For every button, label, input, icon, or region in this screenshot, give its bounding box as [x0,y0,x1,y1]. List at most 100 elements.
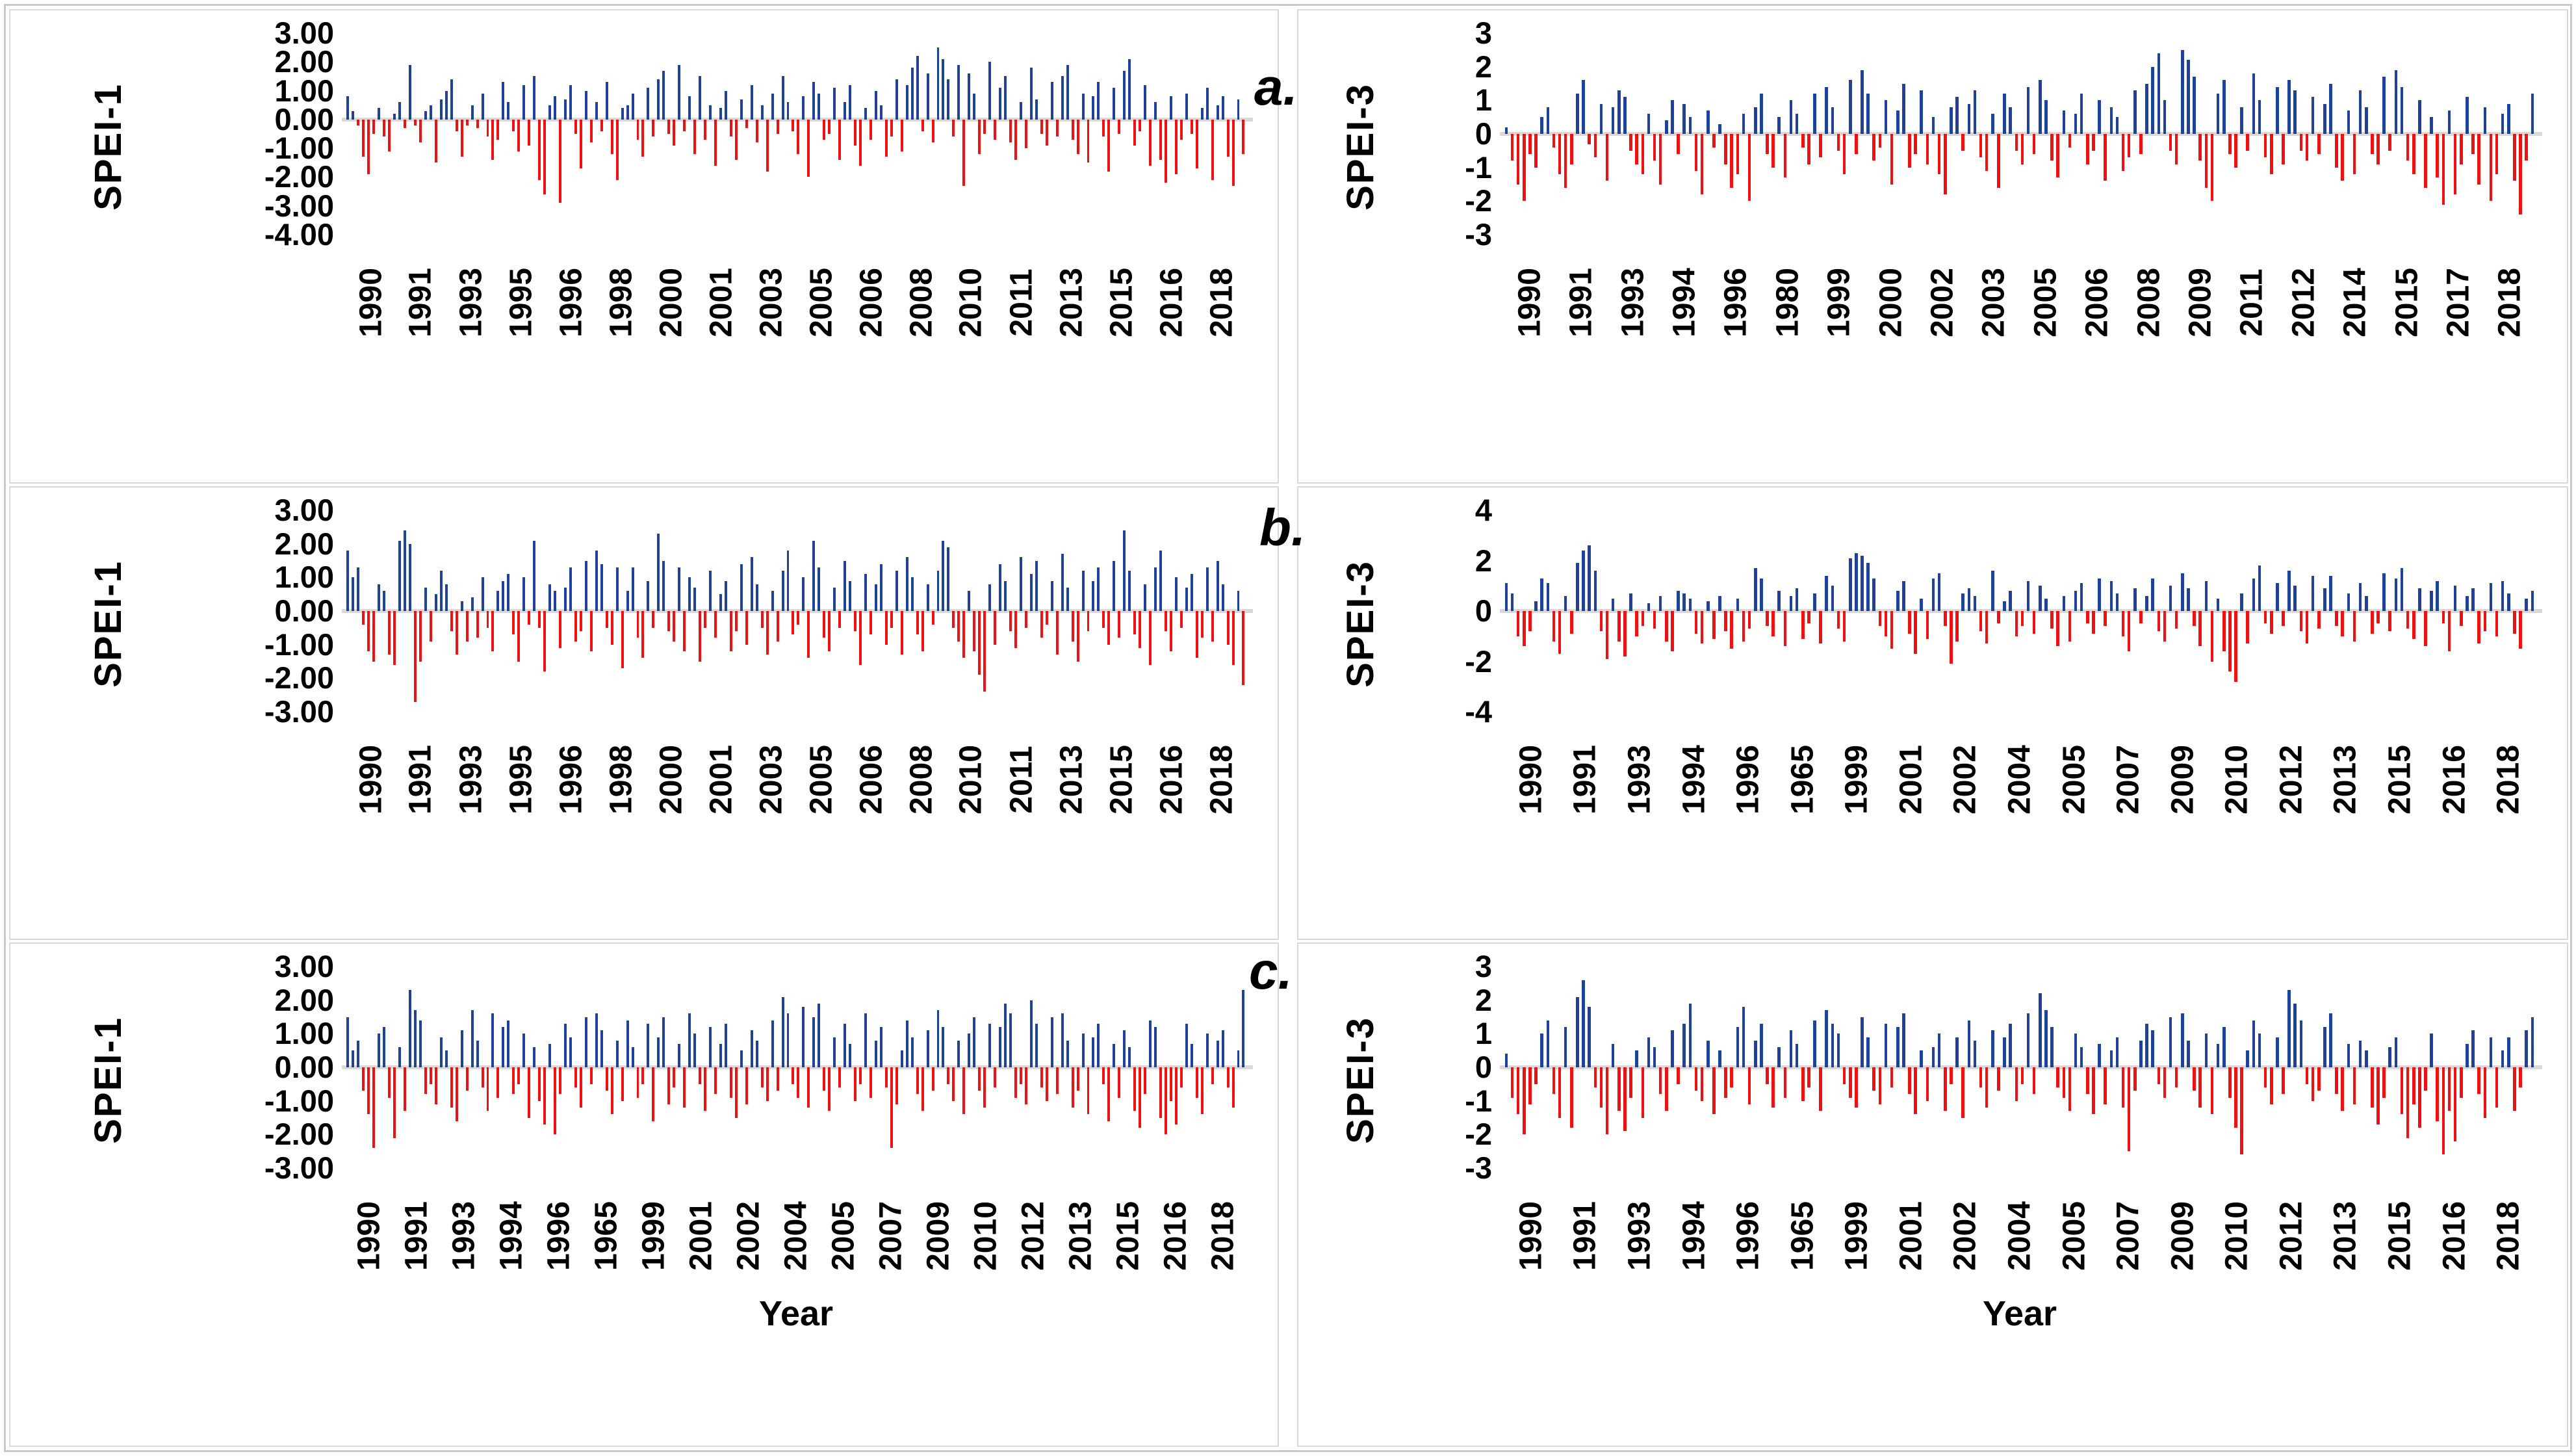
bar-negative [797,611,800,625]
x-tick-label: 2004 [779,1201,814,1271]
bar-negative [1665,611,1668,642]
bar-negative [2341,134,2345,181]
bar-positive [584,90,587,120]
bar-positive [2252,1020,2256,1067]
bar-positive [1682,593,1686,611]
bar-positive [957,1040,960,1067]
bar-negative [1943,134,1947,194]
bar-positive [2157,53,2161,134]
bar-positive [1736,1027,1740,1067]
bar-negative [973,611,976,651]
bar-positive [1902,1013,1905,1067]
bar-positive [2133,588,2137,611]
bar-positive [595,551,598,611]
bar-positive [569,84,572,120]
bar-negative [2459,1067,2463,1098]
plot-area [342,33,1253,235]
bar-negative [2459,611,2463,627]
bar-negative [1558,611,1562,654]
bar-negative [1747,1067,1751,1104]
bar-positive [502,580,505,611]
bar-positive [2080,94,2083,134]
bar-negative [491,119,495,160]
bar-negative [2371,1067,2374,1108]
bar-positive [2204,580,2208,611]
bar-negative [1890,611,1894,649]
bar-negative [2525,134,2528,161]
bar-negative [2210,611,2214,662]
x-tick-label: 2015 [2382,745,2417,814]
bar-negative [1076,1067,1079,1091]
bar-positive [910,577,914,611]
bar-negative [2015,611,2018,636]
y-tick-label: -2 [1465,183,1492,218]
bar-positive [2483,107,2487,134]
bar-positive [1753,568,1757,611]
bar-negative [1174,1067,1178,1124]
bar-positive [1593,571,1597,611]
bar-negative [1783,611,1787,647]
bar-negative [1605,134,1609,181]
bar-positive [2009,107,2012,134]
x-tick-label: 2012 [2286,268,2321,337]
bar-positive [2133,90,2137,134]
bar-negative [610,1067,613,1115]
bar-negative [538,119,541,180]
bar-negative [1712,134,1716,148]
bar-negative [916,611,919,635]
bar-negative [1979,1067,1983,1087]
bar-negative [2104,134,2107,181]
bar-negative [947,1067,950,1084]
bar-positive [647,1023,650,1067]
bar-positive [2299,1020,2303,1067]
bar-negative [673,611,676,642]
bar-positive [2489,583,2493,611]
bar-negative [1658,1067,1662,1095]
bar-positive [2287,571,2291,611]
bar-negative [1605,611,1609,659]
x-tick-label: 1993 [446,1201,482,1271]
bar-positive [2507,103,2510,134]
bar-negative [2441,134,2445,205]
bar-negative [610,119,613,154]
bar-negative [404,1067,407,1112]
bar-negative [1169,1067,1172,1101]
bar-positive [1848,80,1852,134]
bar-positive [1931,1047,1935,1067]
bar-positive [942,1027,945,1067]
bar-negative [1926,1067,1929,1101]
bar-negative [1623,611,1627,656]
bar-positive [988,62,992,120]
bar-positive [910,68,914,120]
bar-negative [1842,134,1846,174]
bar-positive [1866,563,1870,611]
bar-negative [2015,134,2018,151]
x-tick-label: 2004 [2002,745,2037,814]
bar-positive [947,547,950,611]
bar-negative [543,611,547,671]
bar-negative [2240,1067,2243,1155]
bar-negative [641,1067,645,1084]
bar-positive [1682,103,1686,134]
y-tick-label: -3 [1465,1150,1492,1185]
bar-negative [543,1067,547,1124]
bar-negative [2092,134,2095,151]
bar-positive [2400,568,2404,611]
bar-positive [719,108,722,120]
bar-positive [781,996,784,1067]
bar-negative [931,119,934,143]
y-axis-ticks: 3 2 1 0 -1 -2 -3 [1422,10,1500,482]
bar-negative [714,119,717,166]
bar-positive [1599,103,1603,134]
x-tick-label: 2006 [854,268,888,337]
bar-negative [2174,1067,2178,1087]
bar-positive [2074,591,2078,611]
x-axis-title: Year [758,1294,834,1333]
plot-wrap: 1990 1991 1993 1994 1996 1965 1999 2001 2002 2004… [1500,488,2567,939]
bar-positive [496,591,500,611]
bar-positive [942,540,945,611]
bar-negative [2269,611,2273,634]
bar-positive [1019,102,1022,120]
bar-negative [916,1067,919,1095]
bar-positive [2501,1050,2505,1067]
